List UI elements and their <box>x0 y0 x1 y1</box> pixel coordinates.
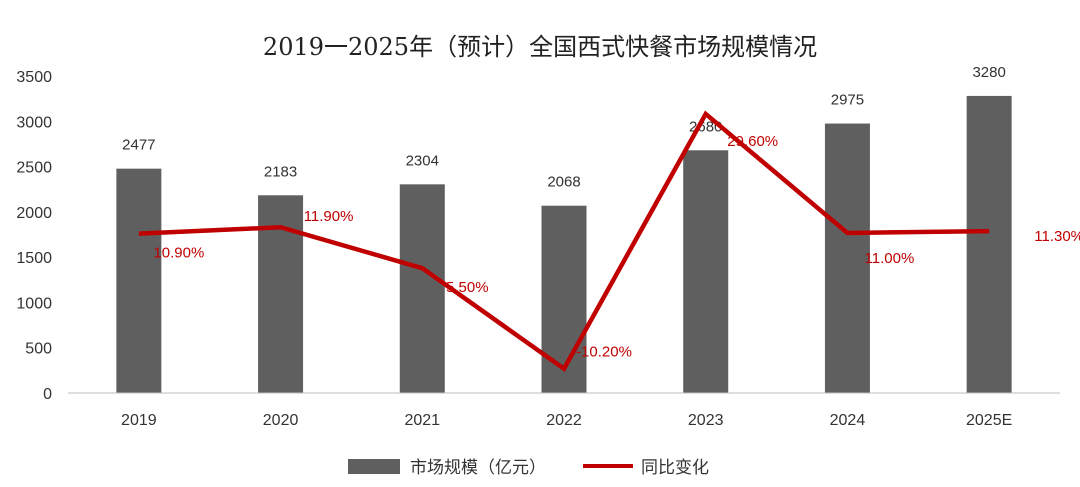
bar <box>966 95 1012 393</box>
bar <box>258 195 304 393</box>
x-axis: 2019 2020 2021 2022 2023 2024 2025E <box>121 412 1012 429</box>
bar-data-label: 2068 <box>547 174 580 191</box>
bar-data-label: 2975 <box>831 92 864 109</box>
y-tick-label: 2000 <box>16 205 52 222</box>
bar-data-label: 2183 <box>264 163 297 180</box>
x-tick-label: 2024 <box>830 412 866 429</box>
bar <box>824 123 870 394</box>
bar-data-label: 2477 <box>122 137 155 154</box>
legend: 市场规模（亿元） 同比变化 <box>348 458 709 478</box>
x-tick-label: 2021 <box>404 412 440 429</box>
line-data-label: -10.20% <box>576 344 632 361</box>
y-tick-label: 2500 <box>16 160 52 177</box>
x-tick-label: 2020 <box>263 412 299 429</box>
line-data-label: 10.90% <box>153 245 204 262</box>
line-data-label: 11.90% <box>304 208 354 225</box>
legend-line-label: 同比变化 <box>641 458 709 478</box>
x-tick-label: 2022 <box>546 412 582 429</box>
y-tick-label: 1000 <box>16 295 52 312</box>
x-tick-label: 2019 <box>121 412 157 429</box>
bar-data-label: 3280 <box>972 64 1005 81</box>
chart-title: 2019一2025年（预计）全国西式快餐市场规模情况 <box>263 33 817 61</box>
line-series: 10.90% 11.90% 5.50% -10.20% 29.60% 11.00% 11.3… <box>138 110 1080 372</box>
x-tick-label: 2023 <box>688 412 724 429</box>
line-data-label: 11.00% <box>865 250 915 267</box>
y-tick-label: 3000 <box>16 114 52 131</box>
line-data-label: 11.30% <box>1034 228 1080 245</box>
bar <box>116 168 162 393</box>
legend-bar-swatch <box>348 459 400 474</box>
y-tick-label: 0 <box>43 386 52 403</box>
legend-bar-label: 市场规模（亿元） <box>410 458 546 478</box>
bar <box>683 150 729 393</box>
y-tick-label: 500 <box>25 341 52 358</box>
bar-data-label: 2304 <box>406 152 439 169</box>
line-data-label: 5.50% <box>446 279 489 296</box>
y-tick-label: 1500 <box>16 250 52 267</box>
line-series-path <box>138 110 990 372</box>
line-data-label: 29.60% <box>727 133 778 150</box>
y-tick-label: 3500 <box>16 69 52 86</box>
y-axis: 0 500 1000 1500 2000 2500 3000 3500 <box>16 69 52 403</box>
bar <box>541 205 587 393</box>
bar <box>399 184 445 393</box>
x-tick-label: 2025E <box>966 412 1012 429</box>
